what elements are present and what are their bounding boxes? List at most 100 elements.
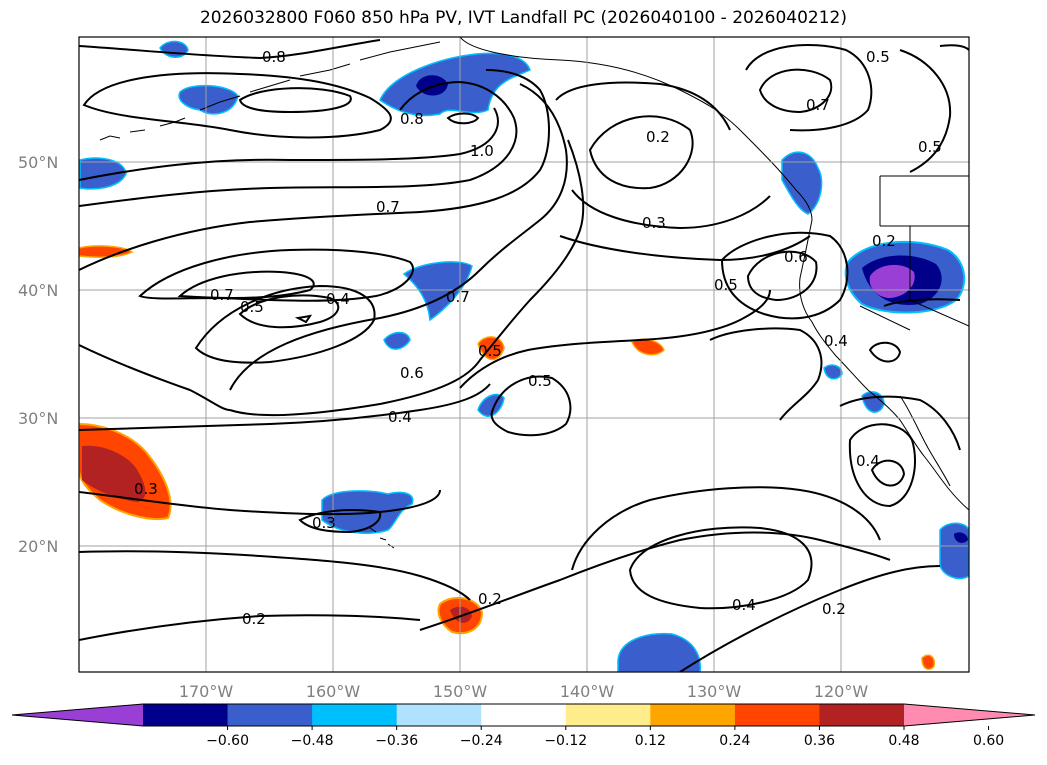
contour-label: 0.5 bbox=[918, 138, 942, 156]
contour-line bbox=[883, 298, 961, 307]
contour-label: 0.2 bbox=[872, 232, 896, 250]
contour-line bbox=[294, 314, 313, 324]
anomaly-blue bbox=[379, 52, 531, 117]
contour-line bbox=[848, 423, 916, 508]
contour-label: 0.3 bbox=[312, 514, 336, 532]
contour-line bbox=[559, 235, 811, 262]
contour-line bbox=[899, 49, 952, 173]
coastline-baja bbox=[899, 395, 951, 487]
contour-line bbox=[459, 289, 771, 389]
anomaly-blue bbox=[617, 632, 702, 672]
contour-line bbox=[588, 115, 694, 190]
contour-line bbox=[571, 189, 771, 230]
colorbar-segment bbox=[650, 704, 736, 726]
contour-line bbox=[839, 395, 961, 451]
contour-label: 0.2 bbox=[646, 128, 670, 146]
lat-label-50n: 50°N bbox=[18, 153, 58, 172]
colorbar-tick-label: 0.60 bbox=[973, 733, 1004, 749]
colorbar-segment bbox=[143, 704, 229, 726]
contour-label: 0.4 bbox=[856, 452, 880, 470]
colorbar-extend-high bbox=[904, 704, 1035, 726]
map-title: 2026032800 F060 850 hPa PV, IVT Landfall… bbox=[199, 8, 847, 28]
longitude-labels: 170°W 160°W 150°W 140°W 130°W 120°W bbox=[179, 682, 869, 701]
colorbar-extend-low bbox=[12, 704, 143, 726]
colorbar-tick-label: −0.12 bbox=[544, 733, 587, 749]
contour-line bbox=[79, 489, 441, 516]
lat-label-30n: 30°N bbox=[18, 409, 58, 428]
colorbar-tick-label: −0.24 bbox=[460, 733, 503, 749]
contour-line bbox=[870, 459, 906, 487]
contour-line bbox=[194, 284, 376, 364]
contour-line bbox=[746, 250, 818, 302]
map-background bbox=[79, 37, 969, 672]
colorbar-outline bbox=[11, 703, 1036, 727]
contour-line bbox=[79, 344, 231, 411]
contour-line bbox=[720, 231, 849, 320]
coastline-alaska bbox=[459, 37, 813, 221]
contour-line bbox=[628, 526, 813, 610]
anomaly-blue bbox=[402, 261, 473, 322]
latitude-labels: 50°N 40°N 30°N 20°N bbox=[18, 153, 58, 556]
coastlines bbox=[99, 37, 969, 549]
contour-line bbox=[238, 294, 340, 329]
colorbar-tick-label: 0.12 bbox=[635, 733, 666, 749]
colorbar-segment bbox=[734, 704, 820, 726]
lat-label-20n: 20°N bbox=[18, 537, 58, 556]
contour-label: 0.5 bbox=[528, 372, 552, 390]
contour-label: 0.3 bbox=[642, 214, 666, 232]
colorbar-tick-label: 0.36 bbox=[804, 733, 835, 749]
lon-label-170w: 170°W bbox=[179, 682, 234, 701]
anomaly-blue bbox=[79, 157, 127, 190]
contour-label: 0.2 bbox=[478, 590, 502, 608]
colorbar-segment bbox=[819, 704, 905, 726]
contour-line bbox=[298, 509, 382, 534]
contour-line bbox=[446, 112, 480, 125]
contour-line bbox=[490, 375, 572, 437]
contour-label: 0.4 bbox=[732, 596, 756, 614]
colorbar-tick-label: −0.48 bbox=[291, 733, 334, 749]
colorbar-segment bbox=[481, 704, 567, 726]
contour-label: 0.4 bbox=[326, 290, 350, 308]
lon-label-140w: 140°W bbox=[560, 682, 615, 701]
contour-label: 0.7 bbox=[806, 96, 830, 114]
contour-label: 0.4 bbox=[824, 332, 848, 350]
anomaly-blue bbox=[823, 364, 843, 380]
contour-label: 0.2 bbox=[242, 610, 266, 628]
anomaly-red bbox=[921, 654, 936, 671]
contour-label: 0.7 bbox=[446, 288, 470, 306]
contour-line bbox=[679, 565, 941, 672]
anomaly-red bbox=[79, 245, 134, 258]
anomaly-blue bbox=[781, 151, 823, 215]
lat-label-40n: 40°N bbox=[18, 281, 58, 300]
contour-label: 0.4 bbox=[388, 408, 412, 426]
lon-label-130w: 130°W bbox=[687, 682, 742, 701]
contour-line bbox=[79, 107, 499, 181]
contour-line bbox=[939, 44, 969, 51]
contour-label: 0.5 bbox=[714, 276, 738, 294]
lon-label-150w: 150°W bbox=[433, 682, 488, 701]
contour-line bbox=[868, 341, 902, 363]
colorbar-segment bbox=[312, 704, 398, 726]
anomaly-navy bbox=[954, 532, 968, 543]
lon-label-120w: 120°W bbox=[814, 682, 869, 701]
contour-line bbox=[79, 39, 381, 60]
anomaly-blue bbox=[383, 331, 411, 350]
colorbar: −0.60 −0.48 −0.36 −0.24 −0.12 0.12 0.24 0.36 0.4… bbox=[11, 703, 1036, 749]
colorbar-tick-label: 0.24 bbox=[719, 733, 750, 749]
contour-line bbox=[555, 81, 731, 131]
anomaly-darkred bbox=[82, 445, 146, 502]
contour-label: 0.8 bbox=[262, 48, 286, 66]
map-frame bbox=[78, 36, 970, 673]
colorbar-segment bbox=[565, 704, 651, 726]
contour-label: 0.7 bbox=[376, 198, 400, 216]
contour-line bbox=[238, 87, 352, 114]
anomaly-blue bbox=[178, 84, 239, 115]
contour-label: 0.6 bbox=[784, 248, 808, 266]
contour-line bbox=[79, 614, 421, 641]
contour-label: 0.5 bbox=[240, 298, 264, 316]
contour-label: 0.2 bbox=[822, 600, 846, 618]
colorbar-tick-label: −0.36 bbox=[375, 733, 418, 749]
contour-line bbox=[709, 327, 823, 421]
contours bbox=[79, 39, 969, 672]
